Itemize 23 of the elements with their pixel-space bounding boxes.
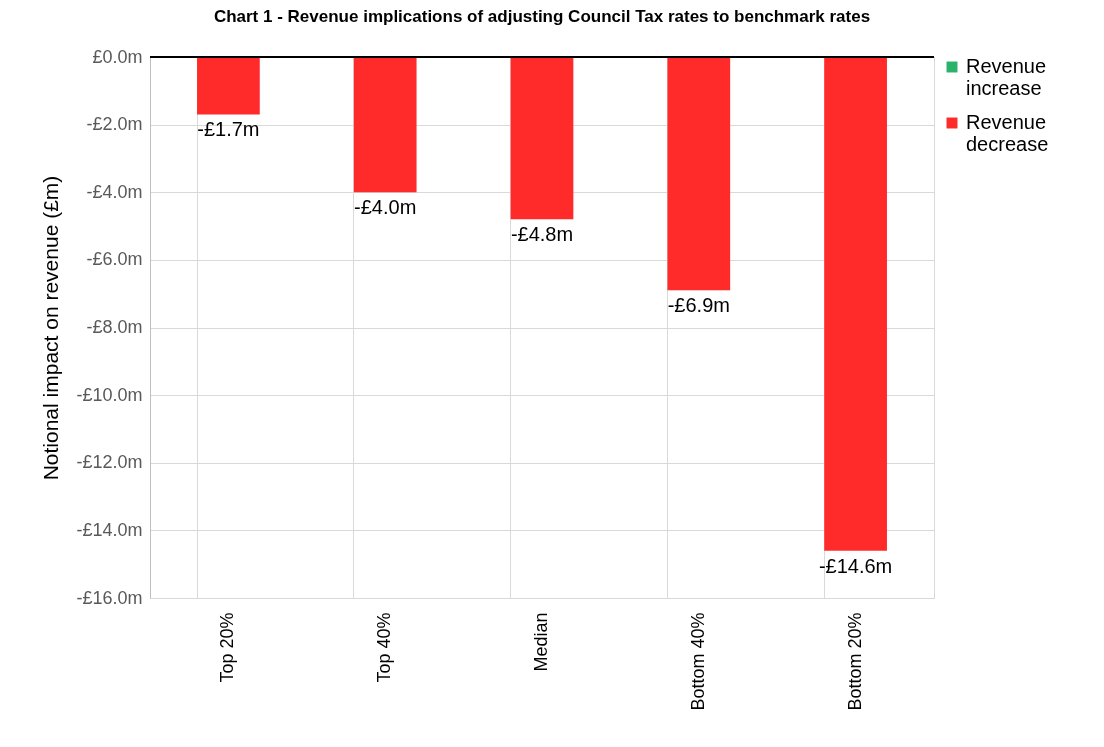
- data-label: -£6.9m: [667, 294, 730, 317]
- y-tick-label: -£16.0m: [76, 587, 143, 608]
- data-label: -£4.8m: [510, 223, 574, 246]
- legend-label: Revenue increase: [966, 55, 1047, 99]
- y-tick-label: -£10.0m: [76, 384, 143, 405]
- x-tick-label: Bottom 20%: [844, 612, 865, 711]
- x-tick-label: Bottom 40%: [687, 612, 708, 711]
- y-tick-label: -£4.0m: [86, 181, 143, 202]
- data-label: -£1.7m: [197, 118, 260, 141]
- y-tick-label: -£2.0m: [86, 114, 143, 135]
- data-label: -£4.0m: [354, 196, 417, 219]
- x-tick-label: Top 20%: [217, 612, 238, 683]
- x-tick-label: Median: [531, 612, 551, 672]
- x-tick-label: Top 40%: [374, 612, 395, 683]
- y-axis-title: Notional impact on revenue (£m): [39, 175, 63, 481]
- chart-title: Chart 1 - Revenue implications of adjusting Council Tax rates to benchmark rates: [213, 7, 871, 26]
- data-label: -£14.6m: [818, 554, 893, 577]
- y-tick-label: -£6.0m: [86, 249, 143, 270]
- y-tick-label: £0.0m: [92, 46, 143, 67]
- y-tick-label: -£12.0m: [76, 452, 143, 473]
- legend-label: Revenue decrease: [966, 111, 1049, 155]
- y-tick-label: -£14.0m: [76, 519, 143, 540]
- y-tick-label: -£8.0m: [86, 317, 143, 337]
